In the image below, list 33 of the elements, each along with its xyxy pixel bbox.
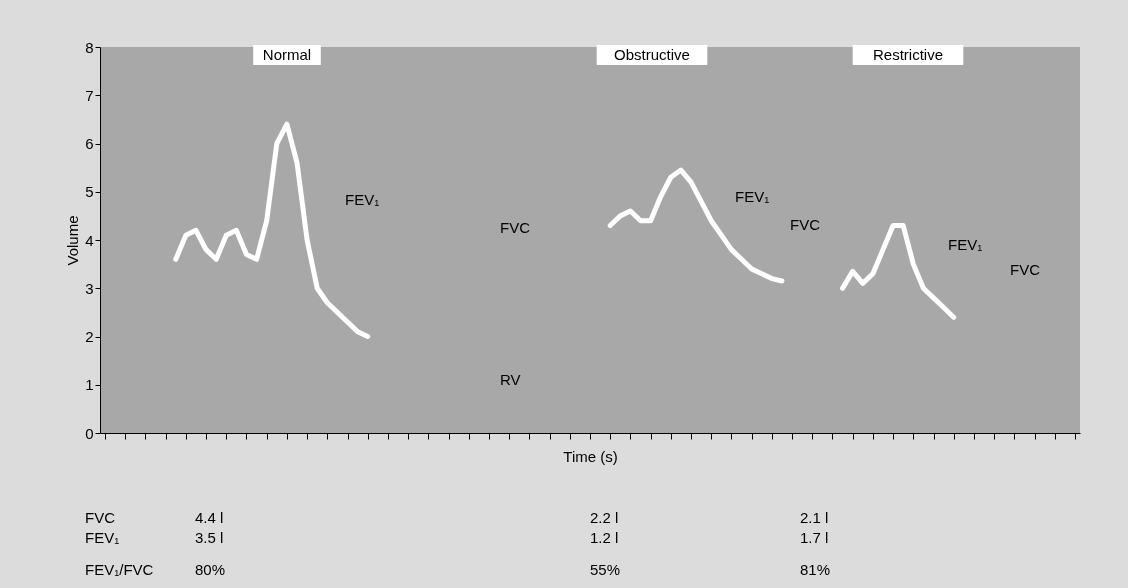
text: 80%	[195, 561, 226, 578]
y-tick-label: 7	[85, 86, 94, 104]
text: 4.4 l	[195, 509, 224, 526]
y-tick-label: 5	[85, 183, 94, 201]
annotation: FEV₁	[345, 191, 380, 208]
y-tick-label: 2	[85, 328, 94, 345]
text: 81%	[800, 561, 831, 578]
text: Normal	[262, 46, 312, 63]
text: Restrictive	[872, 46, 944, 63]
text: FEV₁/FVC	[85, 561, 154, 578]
text: 2.1 l	[800, 509, 829, 526]
annotation: FVC	[790, 216, 821, 233]
annotation: FVC	[500, 219, 531, 236]
text: Obstructive	[614, 46, 690, 63]
y-tick-label: 6	[85, 135, 94, 152]
annotation: FEV₁	[948, 236, 983, 253]
text: 1.7 l	[800, 529, 829, 546]
y-tick-label: 0	[85, 424, 94, 442]
y-tick-label: 3	[85, 279, 94, 297]
annotation: FEV₁	[735, 188, 770, 205]
text: FEV₁	[85, 529, 120, 546]
text: FVC	[85, 509, 116, 526]
y-tick-label: 4	[85, 231, 94, 249]
y-tick-label: 1	[85, 376, 94, 394]
annotation: RV	[500, 371, 521, 388]
y-axis-title: Volume	[64, 215, 82, 266]
text: 3.5 l	[195, 529, 224, 546]
x-axis-title: Time (s)	[563, 448, 618, 465]
annotation: FVC	[1010, 261, 1041, 278]
text: 2.2 l	[590, 509, 619, 526]
y-tick-label: 8	[85, 38, 94, 56]
text: 1.2 l	[590, 529, 619, 546]
text: 55%	[590, 561, 621, 578]
